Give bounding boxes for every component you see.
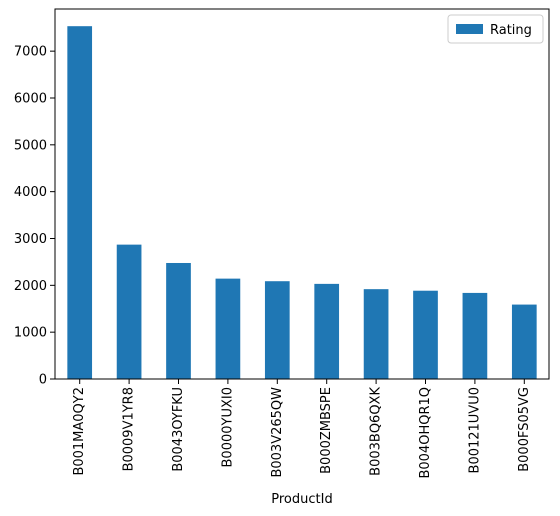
x-tick-label: B003BQ6QXK	[369, 387, 384, 476]
x-tick-label: B003V265QW	[270, 387, 285, 478]
legend: Rating	[447, 14, 544, 44]
y-tick-label: 7000	[14, 45, 47, 60]
bar-B0000YUXI0	[215, 278, 241, 379]
bar-B003BQ6QXK	[363, 289, 389, 379]
x-tick-label: B0000YUXI0	[220, 387, 235, 467]
y-tick-label: 2000	[14, 279, 47, 294]
x-tick-label: B00121UVU0	[467, 387, 482, 473]
bar-B001MA0QY2	[67, 26, 93, 380]
bar-B00121UVU0	[462, 292, 488, 379]
bar-B003V265QW	[264, 281, 290, 379]
x-axis-title: ProductId	[271, 492, 332, 507]
x-tick-label: B0009V1YR8	[122, 387, 137, 471]
x-tick-label: B000FS05VG	[517, 387, 532, 472]
bar-B0043OYFKU	[166, 262, 191, 379]
y-tick-label: 6000	[14, 91, 47, 106]
y-tick-label: 5000	[14, 138, 47, 153]
y-tick-label: 3000	[14, 232, 47, 247]
legend-label: Rating	[490, 23, 532, 38]
x-tick-label: B001MA0QY2	[72, 387, 87, 476]
x-axis: B001MA0QY2 B0009V1YR8 B0043OYFKU B0000YUXI0…	[72, 379, 532, 479]
bars-group	[67, 26, 537, 380]
legend-swatch	[456, 24, 483, 34]
bar-B000FS05VG	[511, 304, 537, 379]
legend-box	[447, 14, 544, 44]
x-tick-label: B0043OYFKU	[171, 387, 186, 472]
x-tick-label: B000ZMBSPE	[319, 387, 334, 474]
y-tick-label: 4000	[14, 185, 47, 200]
y-tick-label: 0	[39, 373, 47, 388]
y-tick-label: 1000	[14, 326, 47, 341]
bar-B004OHQR1Q	[413, 290, 438, 379]
x-tick-label: B004OHQR1Q	[418, 387, 433, 479]
bar-B0009V1YR8	[116, 244, 142, 379]
bar-B000ZMBSPE	[314, 283, 340, 379]
plot-frame	[54, 8, 550, 380]
y-axis: 0 1000 2000 3000 4000 5000 6000 7000	[14, 45, 55, 388]
